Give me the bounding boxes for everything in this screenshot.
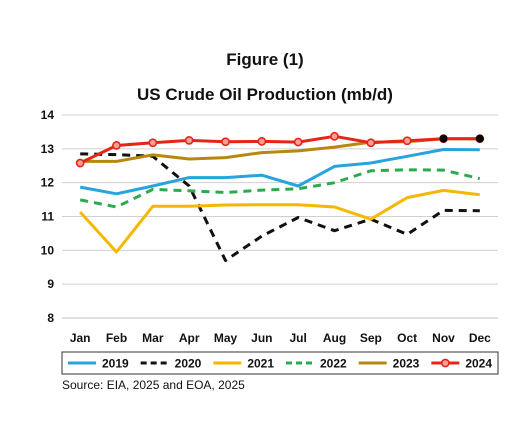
x-tick-label: Nov <box>432 331 455 345</box>
chart-title: US Crude Oil Production (mb/d) <box>137 85 393 104</box>
series-line-2019 <box>79 148 480 196</box>
y-tick-label: 11 <box>41 210 54 224</box>
data-point-2024 <box>257 136 267 146</box>
x-tick-label: Feb <box>106 331 127 345</box>
legend-label-2022: 2022 <box>320 357 347 371</box>
data-point-2024 <box>148 138 158 148</box>
legend-label-2023: 2023 <box>393 357 420 371</box>
x-tick-label: Sep <box>360 331 382 345</box>
legend-label-2021: 2021 <box>247 357 274 371</box>
x-tick-label: May <box>214 331 238 345</box>
data-point-2024 <box>221 137 230 147</box>
x-tick-label: Apr <box>179 331 200 345</box>
highlight-point <box>439 134 448 143</box>
legend-label-2020: 2020 <box>175 357 202 371</box>
data-point-2024 <box>184 135 194 145</box>
x-tick-label: Oct <box>397 331 417 345</box>
series-line-2021 <box>79 188 480 254</box>
series-line-2022 <box>79 168 481 209</box>
series-line-2020 <box>80 152 480 262</box>
x-tick-label: Jan <box>70 331 91 345</box>
figure-label: Figure (1) <box>226 50 304 69</box>
x-tick-label: Aug <box>323 331 346 345</box>
data-point-2024 <box>112 141 121 150</box>
legend-marker-2024 <box>440 358 450 368</box>
y-tick-label: 10 <box>41 243 55 257</box>
series-line-2024 <box>79 134 480 165</box>
legend-box <box>61 351 499 375</box>
data-point-2024 <box>75 158 85 168</box>
y-tick-label: 12 <box>41 176 55 190</box>
legend-label-2024: 2024 <box>465 357 492 371</box>
x-tick-label: Jul <box>289 331 306 345</box>
data-point-2024 <box>402 136 412 146</box>
y-tick-label: 14 <box>41 108 55 122</box>
data-point-2024 <box>293 137 303 147</box>
highlight-point <box>475 134 484 143</box>
y-tick-label: 8 <box>47 311 54 325</box>
data-point-2024 <box>366 138 376 148</box>
y-tick-label: 13 <box>41 142 55 156</box>
legend-label-2019: 2019 <box>102 357 129 371</box>
source-note: Source: EIA, 2025 and EOA, 2025 <box>62 378 245 392</box>
x-tick-label: Dec <box>469 331 491 345</box>
x-tick-label: Mar <box>142 331 164 345</box>
y-tick-label: 9 <box>47 277 54 291</box>
x-tick-label: Jun <box>251 331 272 345</box>
data-point-2024 <box>330 131 339 141</box>
